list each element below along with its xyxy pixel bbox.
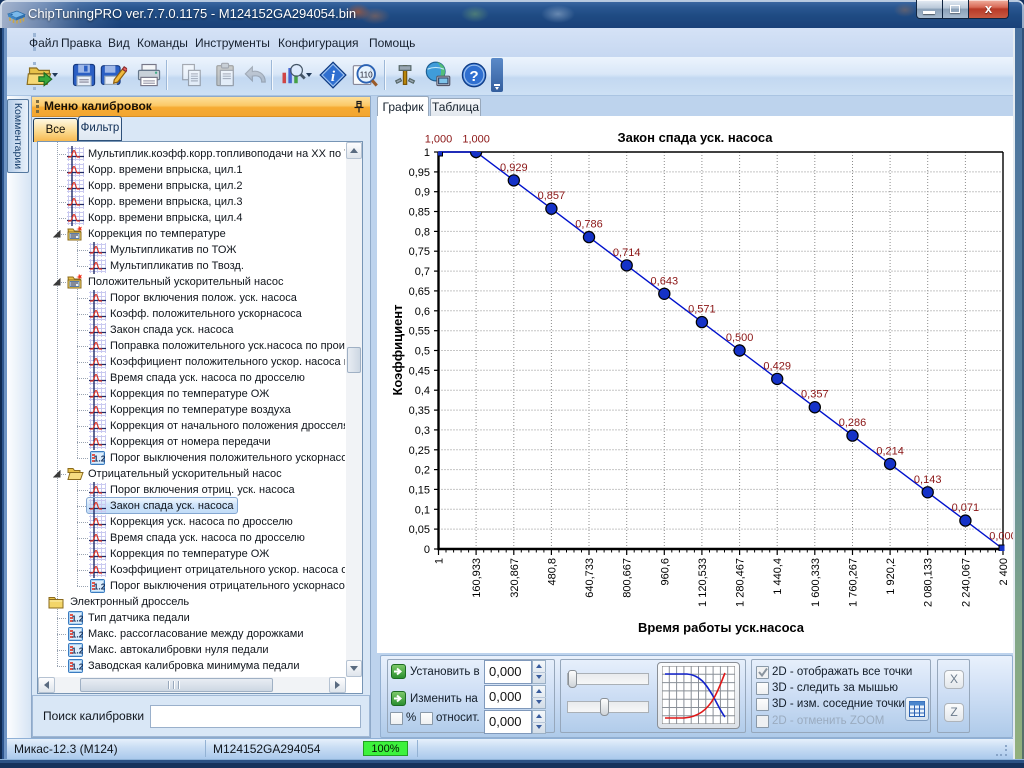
svg-text:1 920,2: 1 920,2 — [885, 558, 897, 595]
svg-text:?: ? — [469, 68, 478, 85]
svg-text:1 280,467: 1 280,467 — [735, 558, 747, 607]
svg-text:1 600,333: 1 600,333 — [810, 558, 822, 607]
svg-text:0: 0 — [424, 544, 430, 556]
svg-text:0,65: 0,65 — [409, 286, 430, 298]
svg-text:0,214: 0,214 — [876, 445, 904, 457]
svg-text:Коэффициент: Коэффициент — [390, 304, 405, 395]
svg-text:0,85: 0,85 — [409, 207, 430, 219]
svg-text:0,1: 0,1 — [415, 504, 430, 516]
svg-text:0,05: 0,05 — [409, 524, 430, 536]
svg-text:960,6: 960,6 — [659, 558, 671, 586]
svg-text:2 080,133: 2 080,133 — [923, 558, 935, 607]
svg-text:1 760,267: 1 760,267 — [848, 558, 860, 607]
svg-text:800,667: 800,667 — [622, 558, 634, 598]
svg-text:0,8: 0,8 — [415, 226, 430, 238]
svg-text:1,000: 1,000 — [462, 134, 490, 146]
svg-text:0,2: 0,2 — [415, 465, 430, 477]
svg-text:0,643: 0,643 — [651, 275, 679, 287]
svg-text:1 120,533: 1 120,533 — [697, 558, 709, 607]
svg-text:0,25: 0,25 — [409, 445, 430, 457]
svg-text:0,3: 0,3 — [415, 425, 430, 437]
svg-text:Время работы уск.насоса: Время работы уск.насоса — [638, 620, 805, 635]
svg-text:0,4: 0,4 — [415, 385, 430, 397]
svg-text:0,9: 0,9 — [415, 187, 430, 199]
svg-text:0,000: 0,000 — [989, 531, 1013, 543]
svg-text:0,6: 0,6 — [415, 306, 430, 318]
svg-text:0,143: 0,143 — [914, 474, 942, 486]
svg-text:2 400: 2 400 — [998, 558, 1010, 586]
svg-text:0,95: 0,95 — [409, 167, 430, 179]
svg-text:0,357: 0,357 — [801, 389, 829, 401]
svg-text:0,929: 0,929 — [500, 162, 528, 174]
svg-text:0,429: 0,429 — [763, 360, 791, 372]
svg-text:0,35: 0,35 — [409, 405, 430, 417]
svg-text:2 240,067: 2 240,067 — [960, 558, 972, 607]
svg-text:0,500: 0,500 — [726, 332, 754, 344]
svg-text:0,786: 0,786 — [575, 219, 603, 231]
svg-text:Закон спада уск. насоса: Закон спада уск. насоса — [617, 130, 773, 145]
svg-text:0,15: 0,15 — [409, 484, 430, 496]
svg-text:0,7: 0,7 — [415, 266, 430, 278]
svg-text:1,000: 1,000 — [425, 134, 453, 146]
svg-text:0,071: 0,071 — [952, 502, 980, 514]
svg-text:0,571: 0,571 — [688, 304, 716, 316]
svg-text:1 440,4: 1 440,4 — [772, 558, 784, 595]
svg-text:110: 110 — [360, 70, 373, 79]
svg-text:0,5: 0,5 — [415, 346, 430, 358]
svg-text:480,8: 480,8 — [546, 558, 558, 586]
svg-text:0,75: 0,75 — [409, 246, 430, 258]
svg-text:i: i — [331, 68, 336, 85]
svg-text:0,45: 0,45 — [409, 365, 430, 377]
svg-text:0,286: 0,286 — [839, 417, 867, 429]
svg-text:160,933: 160,933 — [471, 558, 483, 598]
svg-text:320,867: 320,867 — [509, 558, 521, 598]
svg-text:1: 1 — [434, 558, 446, 564]
svg-text:0,714: 0,714 — [613, 247, 641, 259]
svg-text:1: 1 — [424, 147, 430, 159]
svg-text:640,733: 640,733 — [584, 558, 596, 598]
svg-text:0,857: 0,857 — [538, 190, 566, 202]
svg-text:0,55: 0,55 — [409, 326, 430, 338]
